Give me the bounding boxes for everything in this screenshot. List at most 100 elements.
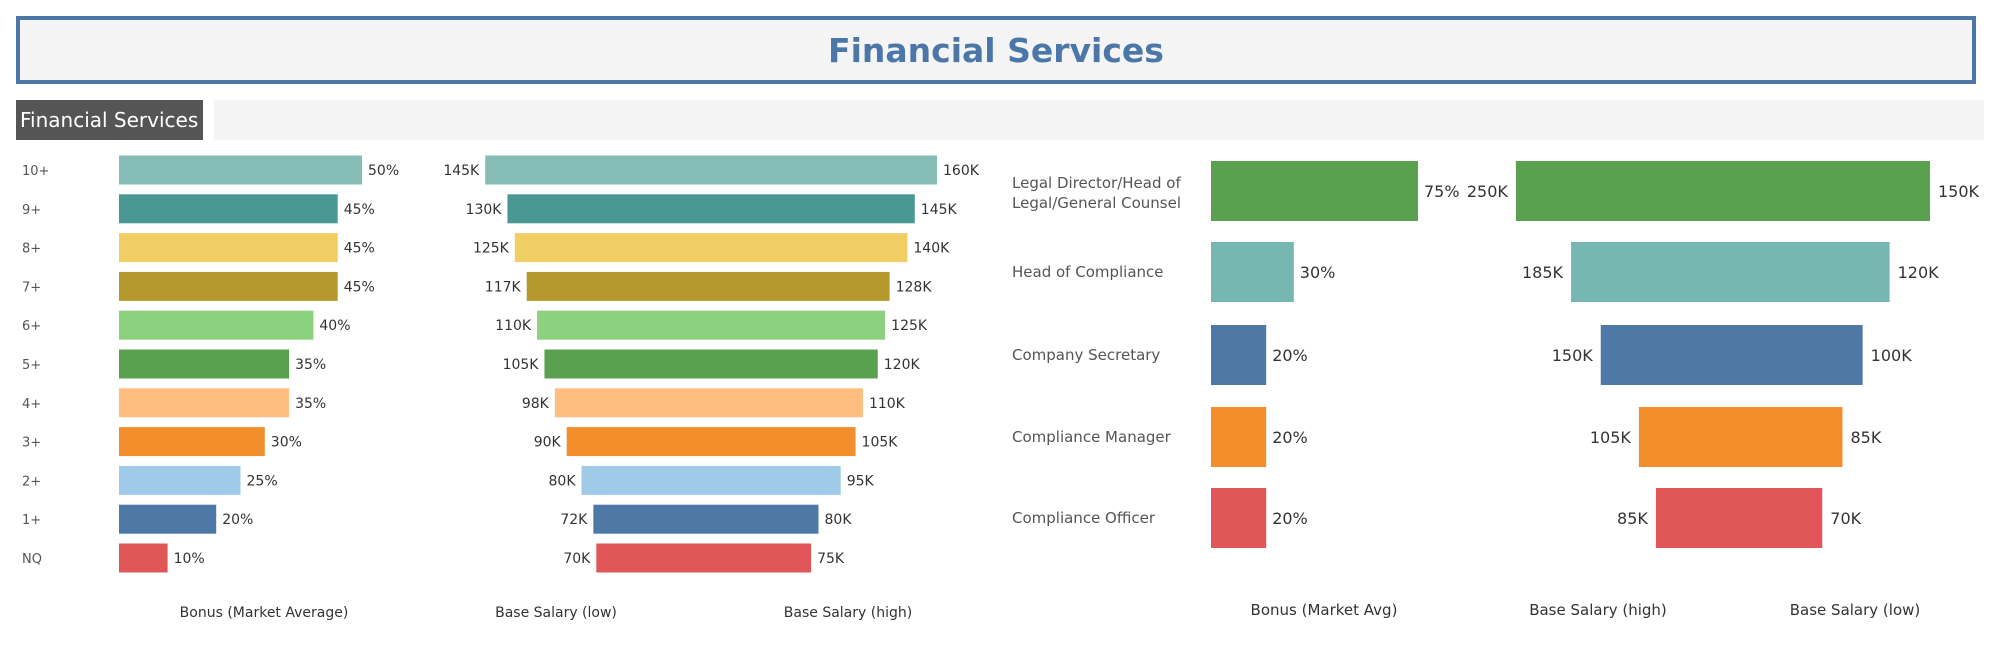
salary-high-label: 128K (896, 279, 933, 295)
bonus-value-label: 10% (174, 551, 205, 567)
role-salary-low-bar (1728, 325, 1863, 385)
bonus-bar (119, 271, 338, 301)
salary-low-bar (485, 155, 700, 185)
role-salary-low-bar (1728, 242, 1890, 302)
role-bonus-label: 75% (1424, 182, 1460, 201)
role-label: Compliance Officer (1012, 509, 1156, 527)
role-bonus-label: 20% (1272, 509, 1308, 528)
bonus-bar (119, 233, 338, 263)
salary-high-bar (700, 388, 863, 418)
salary-low-axis-label: Base Salary (low) (495, 605, 617, 621)
bonus-value-label: 45% (344, 241, 375, 257)
role-bonus-label: 20% (1272, 428, 1308, 447)
role-salary-low-label: 100K (1871, 346, 1913, 365)
role-label: Company Secretary (1012, 346, 1160, 364)
salary-low-bar (526, 271, 700, 301)
salary-high-bar (700, 427, 856, 457)
bonus-value-label: 50% (368, 163, 399, 179)
bonus-bar (119, 155, 362, 185)
section-tab-text: Financial Services (20, 108, 199, 132)
salary-high-label: 145K (921, 202, 958, 218)
salary-low-label: 125K (473, 241, 510, 257)
bonus-value-label: 25% (247, 473, 278, 489)
section-tab-label[interactable]: Financial Services (16, 100, 203, 140)
salary-high-bar (700, 310, 886, 340)
section-tab-bar (214, 100, 1984, 140)
bonus-value-label: 35% (295, 396, 326, 412)
age-category-label: 3+ (22, 436, 41, 451)
salary-high-axis-label: Base Salary (high) (784, 605, 912, 621)
salary-low-label: 110K (495, 318, 532, 334)
bonus-bar (119, 543, 168, 573)
role-bonus-bar (1211, 407, 1267, 467)
bonus-bar (119, 465, 241, 495)
salary-low-label: 98K (522, 396, 550, 412)
age-category-label: 10+ (22, 164, 49, 179)
salary-high-label: 160K (943, 163, 980, 179)
salary-high-bar (700, 465, 841, 495)
salary-high-label: 80K (825, 512, 853, 528)
salary-high-bar (700, 271, 890, 301)
role-salary-low-axis-label: Base Salary (low) (1790, 601, 1921, 619)
role-salary-low-label: 150K (1938, 182, 1980, 201)
salary-high-label: 140K (913, 241, 950, 257)
role-salary-high-label: 185K (1522, 263, 1564, 282)
role-salary-high-bar (1600, 325, 1728, 385)
age-category-label: 8+ (22, 242, 41, 257)
role-salary-low-bar (1728, 161, 1930, 221)
bonus-value-label: 30% (271, 435, 302, 451)
role-salary-high-label: 150K (1552, 346, 1594, 365)
bonus-bar (119, 349, 290, 379)
role-salary-high-label: 250K (1467, 182, 1509, 201)
role-label-line: Legal Director/Head of (1012, 174, 1181, 192)
role-salary-low-label: 85K (1850, 428, 1881, 447)
salary-high-label: 75K (817, 551, 845, 567)
age-category-label: 2+ (22, 474, 41, 489)
role-bonus-bar (1211, 488, 1267, 548)
age-category-label: 5+ (22, 358, 41, 373)
bonus-value-label: 20% (222, 512, 253, 528)
salary-low-bar (544, 349, 700, 379)
role-salary-high-bar (1571, 242, 1728, 302)
salary-high-label: 120K (884, 357, 921, 373)
salary-high-label: 125K (891, 318, 928, 334)
role-salary-high-bar (1515, 161, 1728, 221)
salary-high-bar (700, 194, 915, 224)
role-label: Head of Compliance (1012, 263, 1164, 281)
age-category-label: 6+ (22, 319, 41, 334)
salary-low-bar (514, 233, 700, 263)
role-salary-low-label: 120K (1898, 263, 1940, 282)
age-category-label: 9+ (22, 203, 41, 218)
bonus-axis-label: Bonus (Market Average) (180, 605, 349, 621)
bonus-bar (119, 504, 217, 534)
salary-low-label: 117K (485, 279, 522, 295)
salary-high-bar (700, 233, 908, 263)
salary-low-label: 105K (503, 357, 540, 373)
bonus-bar (119, 388, 290, 418)
salary-low-bar (537, 310, 700, 340)
bonus-bar (119, 194, 338, 224)
bonus-bar (119, 427, 265, 457)
salary-low-bar (554, 388, 700, 418)
role-label: Compliance Manager (1012, 428, 1172, 446)
role-bonus-label: 20% (1272, 346, 1308, 365)
salary-low-label: 145K (443, 163, 480, 179)
bonus-value-label: 35% (295, 357, 326, 373)
role-salary-low-bar (1728, 407, 1843, 467)
salary-low-label: 80K (549, 473, 577, 489)
salary-high-label: 95K (847, 473, 875, 489)
bonus-value-label: 45% (344, 279, 375, 295)
salary-low-label: 130K (466, 202, 503, 218)
dashboard-title: Financial Services (828, 30, 1164, 70)
role-salary-high-bar (1638, 407, 1728, 467)
role-salary-high-label: 85K (1617, 509, 1648, 528)
bonus-value-label: 45% (344, 202, 375, 218)
salary-high-bar (700, 155, 937, 185)
role-salary-low-bar (1728, 488, 1823, 548)
salary-high-label: 110K (869, 396, 906, 412)
bonus-bar (119, 310, 314, 340)
salary-low-label: 90K (534, 435, 562, 451)
role-salary-high-bar (1655, 488, 1728, 548)
role-bonus-axis-label: Bonus (Market Avg) (1251, 601, 1398, 619)
